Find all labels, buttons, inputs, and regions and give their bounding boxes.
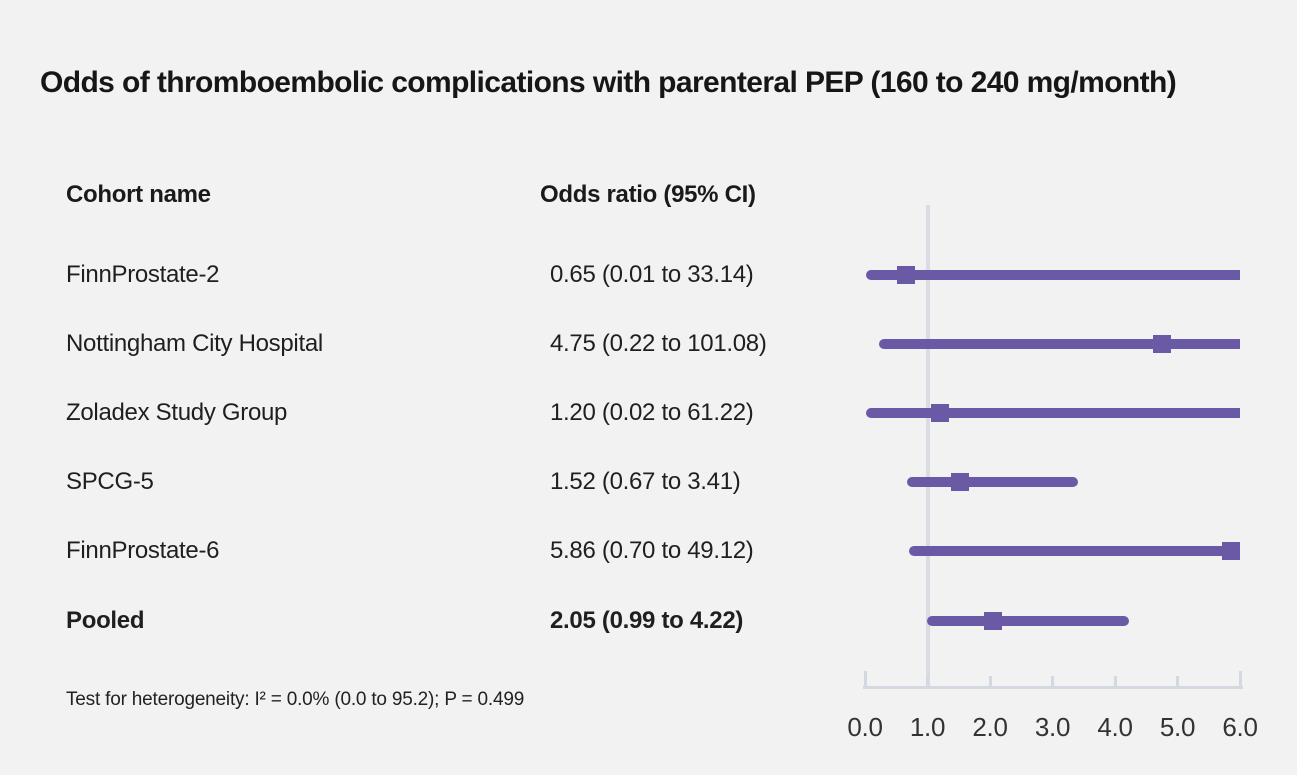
x-axis-tick-label: 1.0 — [909, 712, 946, 742]
x-axis-tick-label: 4.0 — [1097, 712, 1133, 742]
row-label: Nottingham City Hospital — [66, 329, 323, 357]
or-marker — [1222, 542, 1241, 561]
row-label: FinnProstate-6 — [66, 537, 220, 565]
x-axis-tick — [988, 676, 992, 686]
row-label: Pooled — [66, 606, 145, 634]
x-axis-tick — [1238, 671, 1242, 686]
x-axis-tick — [1176, 676, 1179, 686]
or-marker — [1152, 334, 1171, 353]
ci-bar — [878, 338, 1240, 349]
ci-bar — [865, 269, 1240, 280]
row-label: SPCG-5 — [66, 468, 154, 496]
column-header-odds-ratio: Odds ratio (95% CI) — [540, 181, 756, 208]
or-marker — [896, 265, 915, 284]
x-axis-tick — [863, 671, 867, 686]
or-marker — [951, 473, 969, 492]
row-value: 1.20 (0.02 to 61.22) — [550, 398, 754, 426]
row-value: 0.65 (0.01 to 33.14) — [550, 260, 754, 288]
x-axis-tick-label: 2.0 — [972, 712, 1008, 742]
x-axis-tick-label: 0.0 — [847, 712, 883, 742]
row-value: 1.52 (0.67 to 3.41) — [550, 468, 741, 496]
x-axis-tick — [1051, 676, 1054, 686]
x-axis-baseline — [863, 686, 1243, 689]
x-axis-tick-label: 6.0 — [1222, 712, 1258, 742]
x-axis-tick-label: 3.0 — [1034, 712, 1071, 742]
x-axis-tick — [1113, 676, 1117, 686]
ci-bar — [908, 546, 1240, 557]
ci-bar — [866, 407, 1240, 418]
row-value: 2.05 (0.99 to 4.22) — [550, 606, 744, 634]
heterogeneity-footnote: Test for heterogeneity: I² = 0.0% (0.0 t… — [66, 689, 525, 710]
reference-line — [925, 205, 930, 688]
row-label: Zoladex Study Group — [66, 398, 288, 426]
ci-bar — [926, 615, 1129, 626]
x-axis-tick — [926, 676, 929, 686]
or-marker — [984, 611, 1003, 630]
x-axis-tick-label: 5.0 — [1159, 712, 1196, 742]
row-label: FinnProstate-2 — [66, 260, 220, 288]
row-value: 5.86 (0.70 to 49.12) — [550, 537, 754, 565]
ci-bar — [906, 477, 1079, 488]
figure-title: Odds of thromboembolic complications wit… — [40, 66, 1177, 99]
row-value: 4.75 (0.22 to 101.08) — [550, 329, 767, 357]
column-header-cohort-name: Cohort name — [66, 181, 211, 208]
or-marker — [931, 403, 949, 422]
